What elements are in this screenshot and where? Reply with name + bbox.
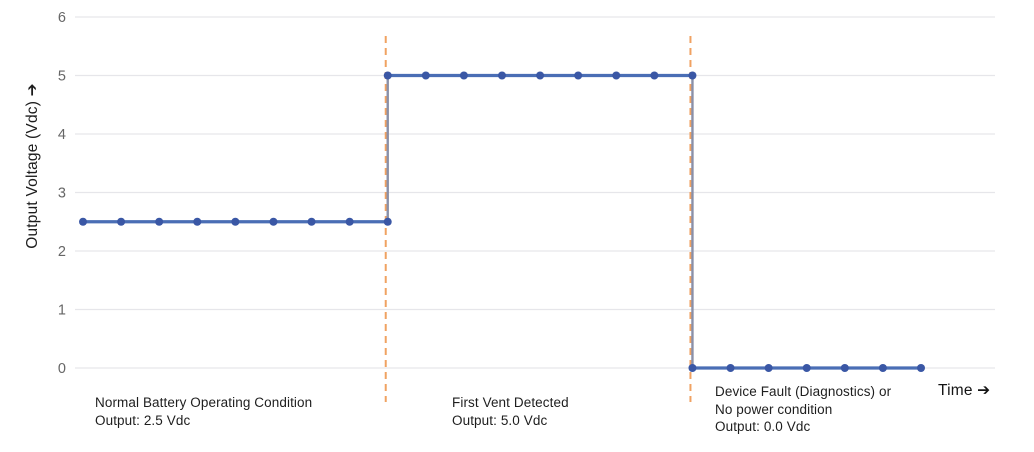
data-point-marker bbox=[269, 217, 278, 226]
data-point-marker bbox=[688, 364, 697, 372]
data-point-marker bbox=[193, 217, 202, 226]
annotation-normal-battery: Normal Battery Operating Condition Outpu… bbox=[95, 394, 312, 429]
data-point-marker bbox=[840, 364, 849, 372]
data-point-marker bbox=[917, 364, 925, 372]
data-point-marker bbox=[536, 71, 545, 80]
data-point-marker bbox=[802, 364, 811, 372]
annotation-device-fault: Device Fault (Diagnostics) or No power c… bbox=[715, 383, 891, 436]
data-point-marker bbox=[650, 71, 659, 80]
data-point-marker bbox=[764, 364, 773, 372]
data-point-marker bbox=[498, 71, 506, 80]
y-tick-label: 3 bbox=[58, 186, 66, 202]
annotation-first-vent: First Vent Detected Output: 5.0 Vdc bbox=[452, 394, 569, 429]
y-tick-label: 0 bbox=[58, 361, 66, 377]
data-point-marker bbox=[117, 217, 126, 226]
data-point-marker bbox=[79, 217, 87, 226]
annotation-line: Device Fault (Diagnostics) or bbox=[715, 384, 892, 399]
annotation-line: Output: 0.0 Vdc bbox=[715, 419, 811, 434]
data-point-marker bbox=[688, 71, 697, 80]
y-tick-label: 4 bbox=[58, 127, 66, 143]
data-point-marker bbox=[878, 364, 887, 372]
data-point-marker bbox=[459, 71, 468, 80]
annotation-line: First Vent Detected bbox=[452, 395, 569, 410]
y-tick-label: 2 bbox=[58, 244, 66, 260]
data-point-marker bbox=[345, 217, 354, 226]
data-point-marker bbox=[574, 71, 583, 80]
data-point-marker bbox=[383, 217, 392, 226]
y-tick-label: 1 bbox=[58, 303, 66, 319]
data-point-marker bbox=[231, 217, 240, 226]
data-point-marker bbox=[307, 217, 316, 226]
annotation-line: Output: 2.5 Vdc bbox=[95, 412, 191, 428]
data-point-marker bbox=[421, 71, 430, 80]
annotation-line: Normal Battery Operating Condition bbox=[95, 395, 313, 410]
data-point-marker bbox=[612, 71, 621, 80]
annotation-line: Output: 5.0 Vdc bbox=[452, 412, 548, 428]
x-axis-label: Time ➔ bbox=[938, 382, 991, 399]
data-point-marker bbox=[155, 217, 164, 226]
y-tick-label: 6 bbox=[58, 10, 66, 26]
y-axis-label: Output Voltage (Vdc) ➔ bbox=[24, 83, 41, 249]
data-point-marker bbox=[383, 71, 392, 80]
y-tick-label: 5 bbox=[58, 69, 66, 85]
data-point-marker bbox=[726, 364, 735, 372]
annotation-line: No power condition bbox=[715, 401, 833, 417]
